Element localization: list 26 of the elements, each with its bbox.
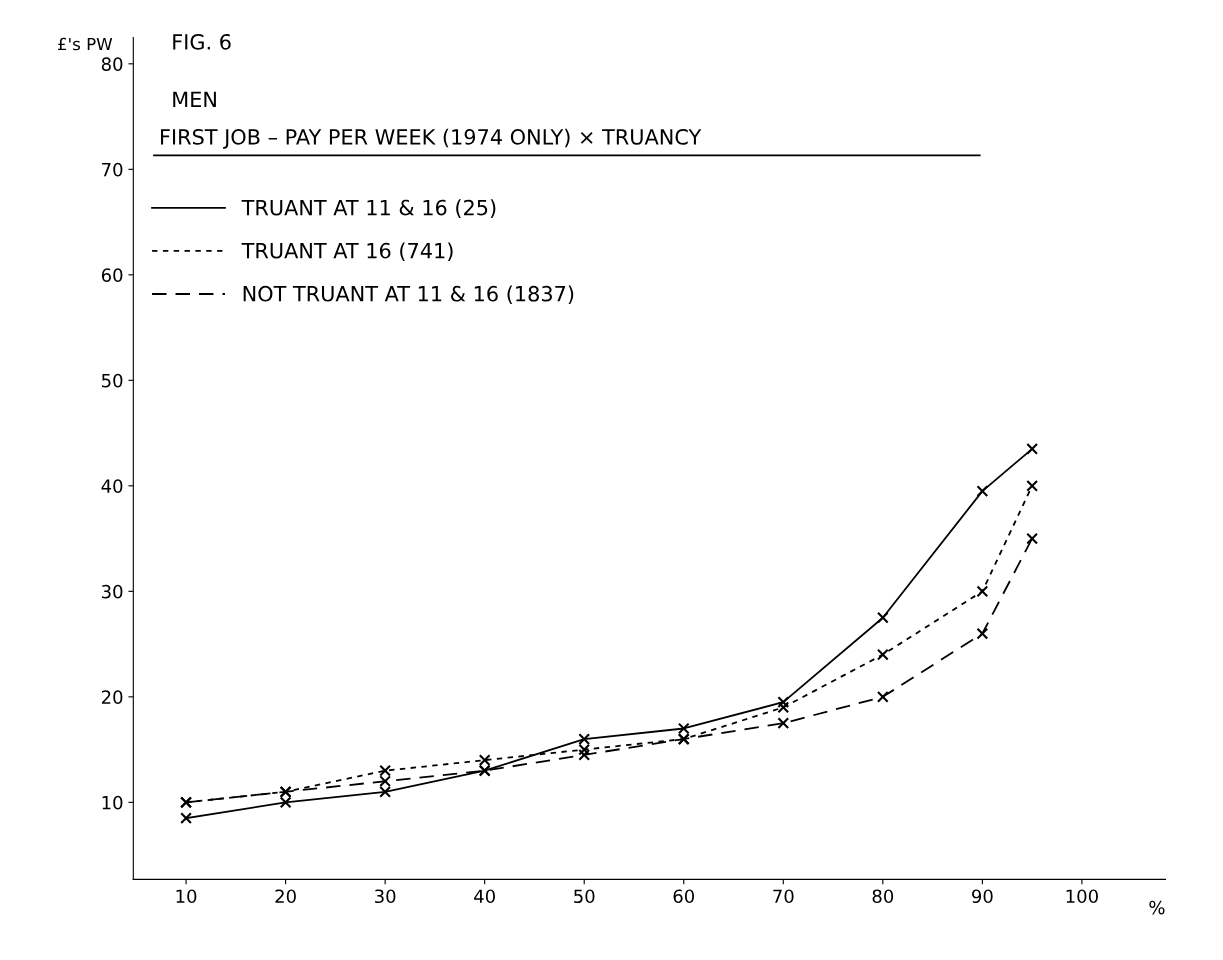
y-axis-title: £'s PW (58, 37, 113, 51)
x-tick-label: 70 (773, 889, 794, 904)
y-tick-label: 60 (101, 268, 123, 282)
y-tick-label: 10 (102, 795, 123, 810)
y-tick-label: 80 (101, 57, 123, 71)
y-tick-label: 50 (102, 373, 123, 388)
text: MEN (173, 91, 216, 108)
x-tick-label: 100 (1066, 889, 1098, 904)
x-tick-label: 10 (176, 889, 197, 904)
legend-label: NOT TRUANT AT 11 & 16 (1837) (243, 285, 574, 305)
y-tick-label: 20 (101, 690, 123, 704)
legend-label: TRUANT AT 11 & 16 (25) (241, 199, 496, 218)
chart-title: FIG. 6 (173, 33, 231, 50)
x-tick-label: 90 (972, 889, 993, 904)
y-tick-label: 70 (102, 162, 123, 177)
legend-label: TRUANT AT 16 (741) (241, 242, 453, 261)
x-axis-title: % (1149, 900, 1165, 915)
x-tick-label: 40 (474, 889, 495, 904)
x-tick-label: 80 (872, 889, 894, 904)
x-tick-label: 60 (673, 889, 695, 904)
x-tick-label: 30 (375, 889, 396, 904)
annotation: FIRST JOB – PAY PER WEEK (1974 ONLY) × TRUANCY (161, 128, 702, 149)
y-tick-label: 40 (101, 479, 123, 493)
x-tick-label: 50 (574, 889, 595, 904)
x-tick-label: 20 (275, 889, 296, 904)
y-tick-label: 30 (101, 584, 123, 599)
